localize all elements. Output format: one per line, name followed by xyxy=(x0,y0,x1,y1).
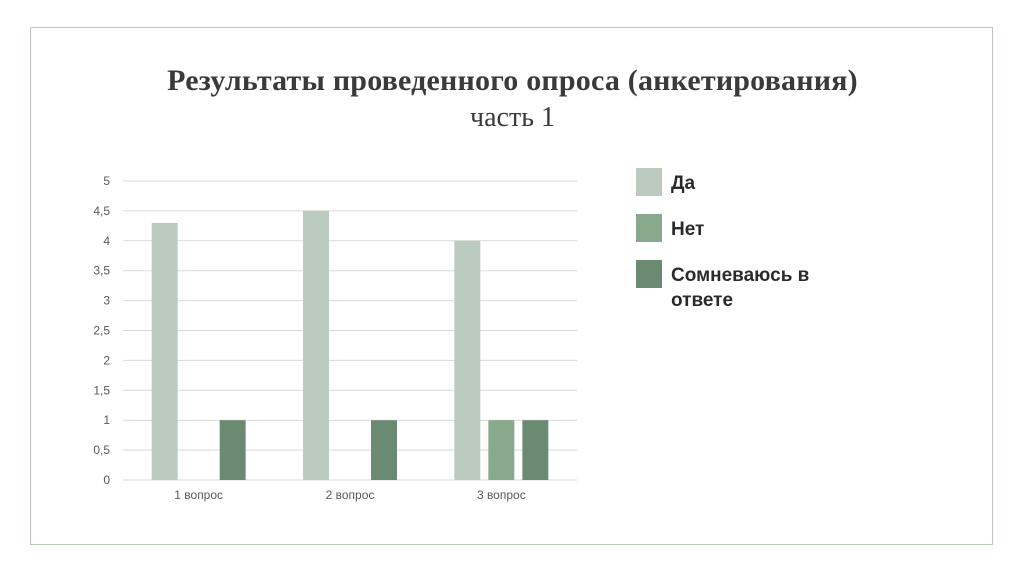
y-tick-label: 2,5 xyxy=(93,324,110,338)
legend-label-yes: Да xyxy=(671,173,696,194)
title-line-2: часть 1 xyxy=(470,101,555,133)
bar-3-1 xyxy=(219,420,246,480)
y-tick-label: 4,5 xyxy=(93,204,110,218)
y-tick-label: 0 xyxy=(103,473,110,487)
bar-3-3 xyxy=(522,420,549,480)
y-tick-label: 1 xyxy=(103,413,110,427)
y-tick-label: 3 xyxy=(103,294,110,308)
legend-swatch-doubt xyxy=(636,260,662,288)
x-tick-label: 3 вопрос xyxy=(477,488,526,502)
x-tick-label: 1 вопрос xyxy=(174,488,223,502)
legend-label-no: Нет xyxy=(671,219,705,240)
bar-1-3 xyxy=(454,240,481,480)
y-tick-label: 1,5 xyxy=(93,383,110,397)
bar-1-1 xyxy=(151,222,178,481)
y-tick-label: 3,5 xyxy=(93,264,110,278)
bar-3-2 xyxy=(371,420,397,480)
bar-chart: 0 0,5 1 1,5 2 2,5 3 3,5 4 4,5 5 1 вопрос 2 вопрос 3 в… xyxy=(93,174,577,502)
legend-swatch-no xyxy=(636,214,662,242)
slide: Результаты проведенного опроса (анкетиро… xyxy=(30,27,993,545)
title-line-1: Результаты проведенного опроса (анкетиро… xyxy=(167,64,858,97)
y-tick-label: 4 xyxy=(103,234,110,248)
y-tick-label: 2 xyxy=(103,353,110,367)
legend-swatch-yes xyxy=(636,168,662,196)
bar-2-3 xyxy=(488,420,515,480)
y-tick-label: 5 xyxy=(103,174,110,188)
bar-1-2 xyxy=(303,210,329,480)
y-tick-label: 0,5 xyxy=(93,443,110,457)
x-tick-label: 2 вопрос xyxy=(326,488,375,502)
legend-label-doubt: Сомневаюсь в ответе xyxy=(671,265,810,311)
slide-title: Результаты проведенного опроса (анкетиро… xyxy=(31,62,994,135)
